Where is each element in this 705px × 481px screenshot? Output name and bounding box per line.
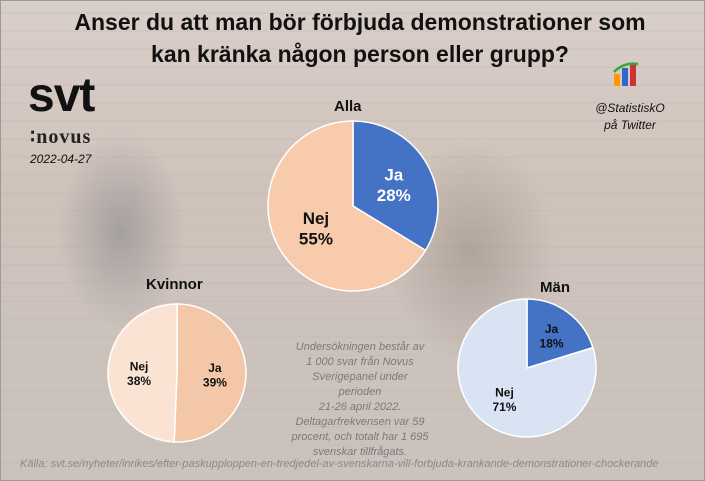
title-line-1: Anser du att man bör förbjuda demonstrat… [74, 9, 646, 35]
handle-platform: på Twitter [604, 118, 656, 132]
handle-name: @StatistiskO [595, 101, 665, 115]
pie-title-alla: Alla [334, 98, 362, 115]
survey-note: Undersökningen består av 1 000 svar från… [290, 340, 430, 460]
pie-slice-man-nej [457, 298, 597, 438]
slice-label-man-nej: Nej 71% [492, 386, 516, 414]
pie-slice-alla-nej [267, 120, 427, 292]
pie-alla: Ja 28% Nej 55% [267, 120, 439, 292]
novus-mark-icon: ∶ [30, 126, 37, 148]
note-line: Sverigepanel under perioden [312, 371, 408, 398]
twitter-handle: @StatistiskO på Twitter [570, 100, 690, 134]
slice-label-kvinnor-ja: Ja 39% [203, 361, 227, 389]
pie-slice-kvinnor-ja [173, 303, 247, 443]
statistics-logo-icon [613, 62, 639, 86]
pie-man: Ja 18% Nej 71% [457, 298, 597, 438]
slice-label-kvinnor-nej: Nej 38% [127, 359, 151, 387]
novus-logo: ∶novus [30, 124, 91, 149]
slice-label-alla-nej: Nej 55% [299, 209, 333, 248]
note-line: 21-26 april 2022. [318, 401, 402, 413]
note-line: procent, och totalt har 1 695 [291, 431, 429, 443]
note-line: Deltagarfrekvensen var 59 [295, 416, 425, 428]
note-line: Undersökningen består av [295, 341, 425, 353]
title-line-2: kan kränka någon person eller grupp? [151, 41, 569, 67]
svt-logo: svt [28, 69, 95, 122]
note-line: 1 000 svar från Novus [306, 356, 414, 368]
source-citation: Källa: svt.se/nyheter/inrikes/efter-pask… [20, 458, 659, 470]
pie-kvinnor: Ja 39% Nej 38% [107, 303, 247, 443]
pie-slice-alla-ja [352, 120, 439, 252]
survey-date: 2022-04-27 [30, 152, 92, 166]
chart-title: Anser du att man bör förbjuda demonstrat… [40, 6, 680, 70]
pie-slice-kvinnor-nej [107, 303, 178, 443]
pie-title-man: Män [540, 279, 570, 296]
slice-label-alla-ja: Ja 28% [377, 166, 411, 205]
novus-text: novus [36, 126, 92, 148]
slice-label-man-ja: Ja 18% [540, 322, 564, 350]
note-line: svenskar tillfrågats. [312, 446, 408, 458]
pie-slice-man-ja [526, 298, 594, 370]
pie-title-kvinnor: Kvinnor [146, 276, 203, 293]
